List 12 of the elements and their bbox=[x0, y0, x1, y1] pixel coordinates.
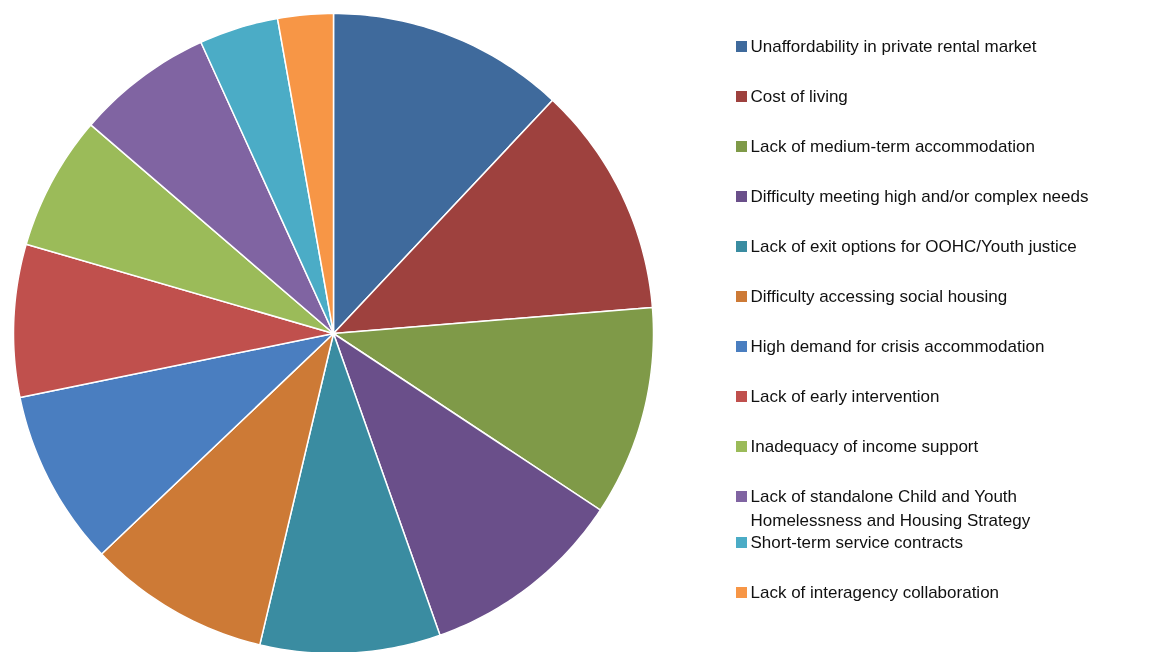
legend-label: Cost of living bbox=[750, 87, 848, 106]
legend-label: High demand for crisis accommodation bbox=[750, 337, 1045, 356]
legend-label: Lack of medium-term accommodation bbox=[750, 137, 1035, 156]
legend-label: Lack of interagency collaboration bbox=[750, 583, 1000, 602]
legend-label: Lack of standalone Child and Youth Homelessness and Housing Strategy bbox=[750, 487, 1031, 530]
legend-label: Difficulty accessing social housing bbox=[750, 287, 1008, 306]
legend-label: Inadequacy of income support bbox=[750, 437, 979, 456]
legend-label: Lack of exit options for OOHC/Youth justice bbox=[750, 237, 1077, 256]
legend-label: Unaffordability in private rental market bbox=[750, 37, 1037, 56]
legend-label: Difficulty meeting high and/or complex needs bbox=[750, 187, 1089, 206]
legend-label: Lack of early intervention bbox=[750, 387, 940, 406]
legend-label: Short-term service contracts bbox=[750, 533, 964, 552]
